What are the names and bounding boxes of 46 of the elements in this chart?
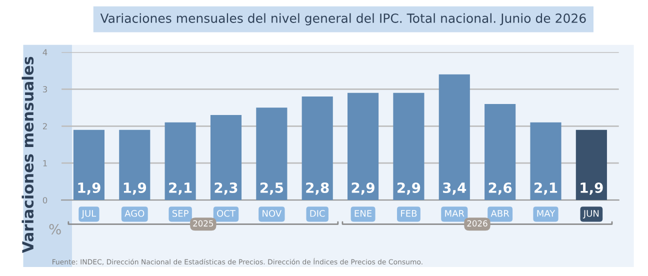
x-tick-label: ENE [354, 210, 372, 217]
y-tick-label: 2 [42, 123, 47, 130]
bar [393, 92, 424, 200]
data-label: 1,9 [124, 182, 146, 195]
text: 2025 [193, 220, 214, 227]
chart-title: Variaciones mensuales del nivel general del IPC. Total nacional. Junio de 2026 [100, 13, 586, 26]
y-tick-label: 3 [43, 86, 48, 92]
data-label: 2,6 [488, 182, 512, 195]
bar [164, 122, 196, 200]
bar [256, 108, 288, 200]
data-label: 1,9 [580, 182, 603, 195]
bar [530, 122, 562, 200]
data-label: 2,9 [352, 182, 374, 195]
x-tick-label: DIC [310, 210, 325, 217]
bar [348, 92, 379, 200]
text: 2026 [467, 220, 488, 227]
bar [73, 130, 104, 200]
data-label: 2,1 [534, 182, 558, 195]
x-tick-label: NOV [262, 210, 282, 217]
y-axis-title: Variaciones mensuales [22, 56, 34, 253]
y-tick-label: 1 [43, 160, 47, 166]
x-tick-label: MAR [445, 210, 464, 217]
x-tick-label: ABR [490, 210, 510, 217]
y-tick-label: 4 [42, 49, 48, 56]
data-label: 2,1 [169, 182, 192, 195]
x-tick-label: MAY [537, 210, 556, 217]
x-tick-label: OCT [217, 210, 236, 217]
data-label: 2,8 [306, 182, 329, 195]
bar [210, 115, 242, 200]
data-label: 2,9 [398, 182, 420, 195]
data-label: 3,4 [443, 182, 466, 195]
data-label: 2,5 [260, 182, 284, 195]
x-tick-label: JUL [81, 210, 96, 218]
bar [438, 74, 470, 200]
y-tick-label: 0 [42, 197, 48, 204]
bar [576, 130, 607, 200]
text: % [49, 224, 61, 234]
x-tick-label: SEP [172, 210, 188, 217]
x-tick-label: AGO [124, 210, 144, 217]
x-tick-label: FEB [401, 210, 417, 217]
bar [484, 104, 516, 200]
data-label: 2,3 [214, 182, 238, 195]
data-label: 1,9 [78, 182, 100, 195]
bar [119, 130, 150, 200]
bar [302, 96, 333, 200]
x-tick-label: JUN [582, 210, 599, 218]
